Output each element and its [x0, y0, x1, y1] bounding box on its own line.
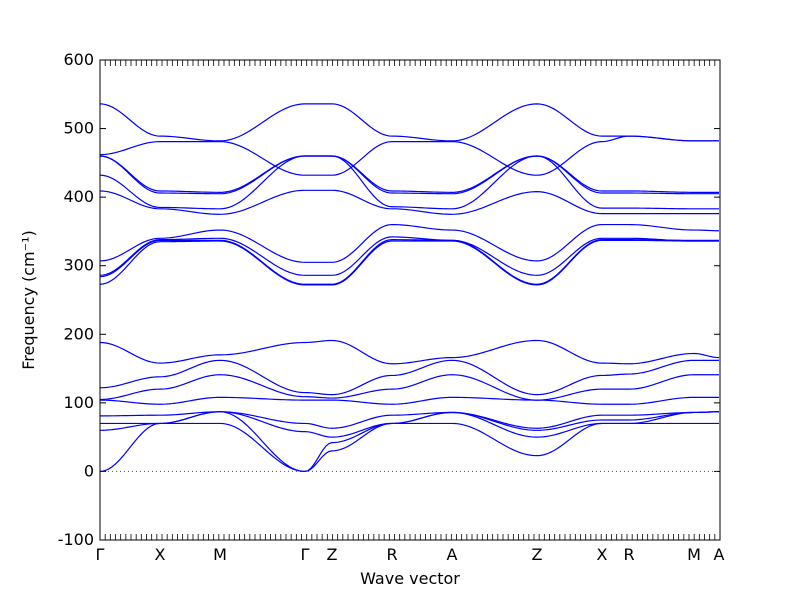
- band-line-0: [99, 103, 719, 142]
- high-symmetry-label: X: [597, 545, 608, 564]
- y-tick-label: 100: [63, 393, 94, 412]
- high-symmetry-label: Z: [532, 545, 543, 564]
- y-axis-label: Frequency (cm⁻¹): [19, 230, 38, 369]
- band-line-14: [99, 411, 720, 429]
- band-line-12: [99, 374, 719, 401]
- high-symmetry-label: R: [386, 545, 397, 564]
- x-axis-label: Wave vector: [360, 569, 460, 588]
- band-line-1: [99, 135, 719, 176]
- band-line-7: [99, 236, 719, 276]
- high-symmetry-label: Γ: [96, 545, 105, 564]
- high-symmetry-label: A: [714, 545, 725, 564]
- band-line-6: [99, 223, 720, 263]
- band-line-13: [99, 396, 719, 405]
- high-symmetry-label: M: [213, 545, 227, 564]
- band-line-11: [99, 359, 719, 396]
- high-symmetry-label: Γ: [301, 545, 310, 564]
- band-line-10: [99, 339, 720, 365]
- plot-frame: [99, 59, 721, 541]
- band-line-16: [99, 411, 720, 473]
- high-symmetry-label: M: [687, 545, 701, 564]
- band-line-5: [99, 189, 719, 215]
- series-layer: [99, 103, 720, 473]
- band-line-9: [99, 239, 719, 286]
- high-symmetry-label: Z: [327, 545, 338, 564]
- band-line-17: [99, 422, 719, 473]
- band-line-3: [99, 155, 719, 195]
- y-tick-label: 300: [63, 256, 94, 275]
- high-symmetry-label: A: [447, 545, 458, 564]
- band-line-4: [99, 155, 719, 210]
- y-tick-label: -100: [58, 530, 94, 549]
- high-symmetry-label: R: [623, 545, 634, 564]
- y-tick-label: 400: [63, 187, 94, 206]
- band-line-2: [99, 155, 719, 193]
- y-tick-label: 200: [63, 324, 94, 343]
- y-tick-label: 500: [63, 119, 94, 138]
- y-tick-label: 600: [63, 50, 94, 69]
- high-symmetry-label: X: [155, 545, 166, 564]
- band-line-8: [99, 239, 719, 285]
- tick-layer: [99, 59, 721, 541]
- y-tick-label: 0: [84, 461, 94, 480]
